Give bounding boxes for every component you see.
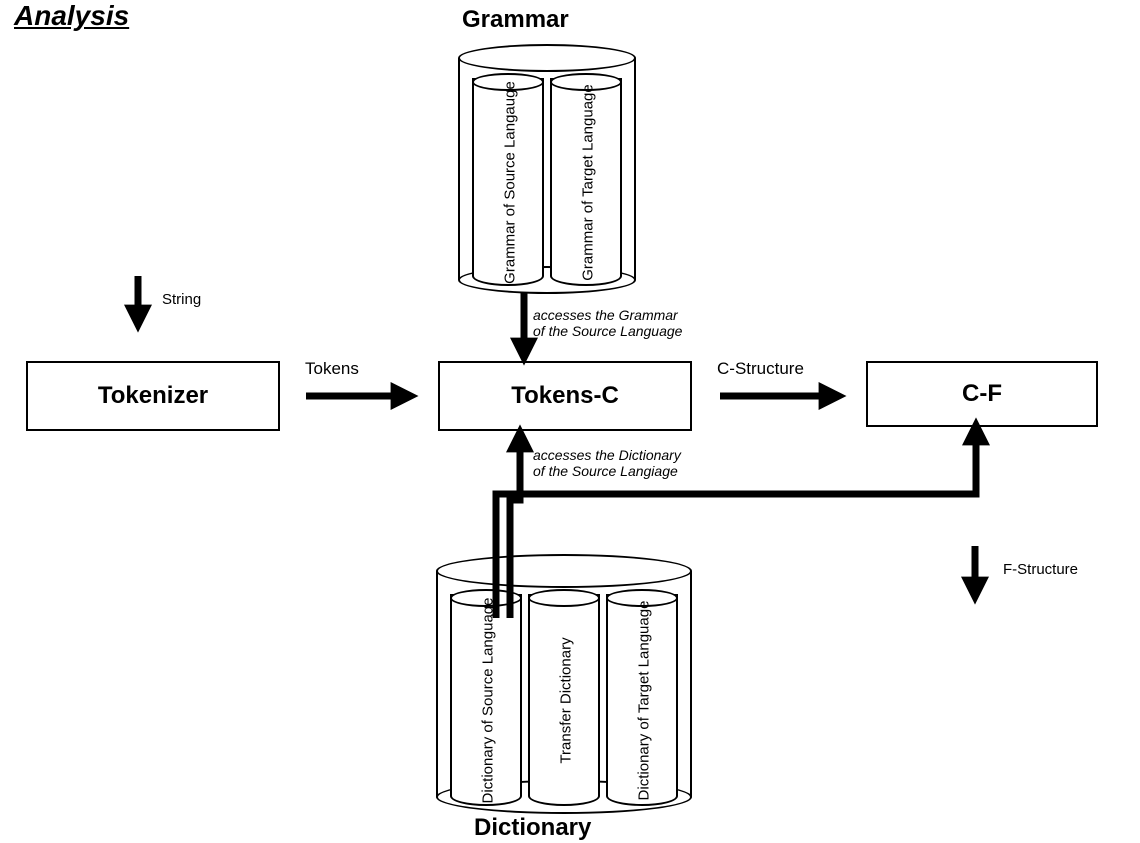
grammar-cyl-slot-1: Grammar of Target Language [550,78,622,286]
dictionary-cyl-slot-label-1: Transfer Dictionary [558,595,575,807]
dictionary-cyl-slot-1: Transfer Dictionary [528,594,600,806]
grammar-cyl-slot-label-1: Grammar of Target Language [580,79,597,287]
f-structure-label: F-Structure [1003,561,1078,578]
dictionary-cyl-slot-label-0: Dictionary of Source Language [480,595,497,807]
grammar-cyl-top [458,44,636,72]
tokens-c-box: Tokens-C [438,361,692,431]
dict-note-line1: accesses the Dictionary [533,447,681,463]
grammar-cyl-slot-0: Grammar of Source Langauge [472,78,544,286]
tokens-c-label: Tokens-C [511,382,619,410]
page-title: Analysis [14,0,129,32]
dictionary-cyl-top [436,554,692,588]
dictionary-cyl-slot-0: Dictionary of Source Language [450,594,522,806]
dictionary-cyl-slot-label-2: Dictionary of Target Language [636,595,653,807]
tokenizer-box: Tokenizer [26,361,280,431]
c-f-label: C-F [962,380,1002,408]
c-f-box: C-F [866,361,1098,427]
dict-note-line2: of the Source Langiage [533,463,678,479]
tokenizer-label: Tokenizer [98,382,208,410]
grammar-heading: Grammar [462,6,569,34]
dictionary-heading: Dictionary [474,814,591,842]
diagram-stage: Analysis Grammar Grammar of Source Langa… [0,0,1140,843]
dictionary-cylinder: Dictionary of Source Language Transfer Di… [436,554,692,814]
grammar-cyl-slot-label-0: Grammar of Source Langauge [502,79,519,287]
grammar-access-note: accesses the Grammar of the Source Langu… [533,307,682,339]
grammar-cylinder: Grammar of Source Langauge Grammar of Tar… [458,44,636,294]
dictionary-cyl-slot-2: Dictionary of Target Language [606,594,678,806]
grammar-note-line2: of the Source Language [533,323,682,339]
string-label: String [162,291,201,308]
tokens-label: Tokens [305,359,359,379]
dictionary-access-note: accesses the Dictionary of the Source La… [533,447,681,479]
grammar-note-line1: accesses the Grammar [533,307,678,323]
c-structure-label: C-Structure [717,359,804,379]
